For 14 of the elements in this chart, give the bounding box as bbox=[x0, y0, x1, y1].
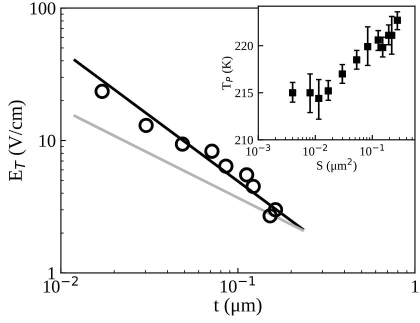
x-tick-label: 10$^{−1}$ bbox=[360, 144, 384, 156]
y-axis-title: E$_{T}$ (V/cm) bbox=[8, 100, 26, 181]
x-tick-label: 10$^{−3}$ bbox=[246, 144, 270, 156]
x-axis-title: t (μm) bbox=[214, 298, 262, 316]
x-tick-label: 10$^{−1}$ bbox=[220, 276, 255, 293]
y-tick-label: 10 bbox=[40, 134, 56, 147]
y-axis-title: T$_{P}$ (K) bbox=[222, 56, 234, 90]
y-tick-label: 215 bbox=[235, 88, 253, 98]
x-tick-label: 10$^{−2}$ bbox=[303, 144, 328, 156]
x-tick-label: 1 bbox=[412, 280, 418, 292]
y-tick-label: 220 bbox=[235, 42, 253, 50]
x-axis-title: S (μm$^{2}$) bbox=[317, 158, 356, 172]
y-tick-label: 100 bbox=[30, 2, 56, 15]
y-tick-label: 210 bbox=[235, 136, 253, 144]
